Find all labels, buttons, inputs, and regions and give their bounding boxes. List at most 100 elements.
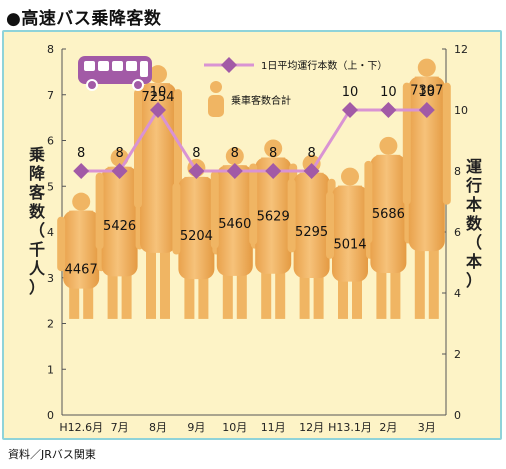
line-value-label: 8 <box>307 146 315 161</box>
legend-bar-body <box>208 95 224 117</box>
line-value-label: 10 <box>419 85 436 100</box>
right-axis-title: 運行本数（本） <box>465 157 483 290</box>
bus-icon <box>78 56 152 91</box>
bar-arm <box>174 89 182 208</box>
x-tick-label: 12月 <box>299 421 324 434</box>
bar-value-label: 4467 <box>65 263 98 278</box>
right-tick-label: 10 <box>454 104 468 117</box>
bar-arm <box>442 82 451 205</box>
left-tick-label: 3 <box>47 272 54 285</box>
series-line <box>81 107 427 173</box>
bar-value-label: 5295 <box>295 225 328 240</box>
bar-value-label: 7254 <box>141 90 174 105</box>
bar-arm <box>402 82 411 205</box>
left-tick-label: 5 <box>47 180 54 193</box>
line-value-label: 10 <box>380 85 397 100</box>
legend-line-label: 1日平均運行本数（上・下） <box>261 59 387 72</box>
bus-wheel <box>86 79 98 91</box>
legend-bar-swatch <box>208 81 224 117</box>
bus-window <box>112 61 123 71</box>
bar-arm <box>249 163 258 245</box>
line-point <box>380 102 397 118</box>
bar <box>402 58 451 319</box>
left-axis-title: 乗降客数（千人） <box>29 145 46 297</box>
bar-head <box>72 192 91 211</box>
bar-value-label: 7397 <box>410 84 443 99</box>
left-tick-label: 8 <box>47 43 54 56</box>
bus-window <box>98 61 109 71</box>
line-value-label: 8 <box>192 146 200 161</box>
right-tick-label: 8 <box>454 165 461 178</box>
line-value-label: 8 <box>115 146 123 161</box>
x-tick-label: 11月 <box>261 421 286 434</box>
bar-head <box>341 167 359 186</box>
bar-torso <box>178 176 215 280</box>
right-tick-label: 6 <box>454 226 461 239</box>
line-value-label: 10 <box>150 85 167 100</box>
bus-window <box>126 61 137 71</box>
x-tick-label: 2月 <box>379 421 397 434</box>
bar-arm <box>287 178 296 253</box>
line-point <box>150 102 166 118</box>
left-tick-label: 6 <box>47 135 54 148</box>
bar <box>95 148 144 319</box>
bar-head <box>417 58 436 77</box>
line-point <box>303 163 320 179</box>
bar-head <box>379 136 398 155</box>
bar-torso <box>293 172 330 278</box>
bar-head <box>149 65 167 84</box>
bar-value-label: 5460 <box>218 217 251 232</box>
x-tick-label: 10月 <box>222 421 247 434</box>
bar-torso <box>101 166 138 277</box>
bar-head <box>225 147 244 166</box>
left-tick-label: 0 <box>47 409 54 422</box>
line-point <box>111 163 128 179</box>
bar-head <box>264 139 283 158</box>
bar <box>364 136 413 319</box>
bar-arm <box>364 160 373 244</box>
bar-arm <box>57 216 66 272</box>
bar-torso <box>370 154 407 273</box>
x-tick-label: 8月 <box>149 421 167 434</box>
bar-value-label: 5204 <box>180 229 213 244</box>
chart-title: ●高速バス乗降客数 <box>6 9 162 29</box>
line-point <box>418 102 435 118</box>
bar-torso <box>63 210 100 289</box>
right-tick-label: 12 <box>454 43 468 56</box>
line-point <box>73 163 90 179</box>
bar-torso <box>255 157 292 274</box>
line-value-label: 10 <box>342 85 359 100</box>
right-tick-label: 2 <box>454 348 461 361</box>
bar-arm <box>210 171 219 249</box>
bar-arm <box>326 191 334 259</box>
line-point <box>265 163 282 179</box>
bar-torso <box>216 165 253 276</box>
bar-value-label: 5426 <box>103 219 136 234</box>
bar-torso <box>332 185 368 282</box>
bar-arm <box>134 89 142 208</box>
bus-door <box>140 61 148 77</box>
line-value-label: 8 <box>231 146 239 161</box>
x-tick-label: 9月 <box>187 421 205 434</box>
legend-bar-head <box>210 81 222 93</box>
right-tick-label: 4 <box>454 287 461 300</box>
bar-value-label: 5014 <box>333 238 366 253</box>
legend-bar-label: 乗車客数合計 <box>231 94 291 107</box>
x-tick-label: H13.1月 <box>328 421 372 434</box>
bar-arm <box>172 182 181 255</box>
line-value-label: 8 <box>269 146 277 161</box>
left-tick-label: 4 <box>47 226 54 239</box>
left-tick-label: 2 <box>47 318 54 331</box>
bar-torso <box>408 76 445 252</box>
x-tick-label: 3月 <box>418 421 436 434</box>
x-tick-label: H12.6月 <box>59 421 103 434</box>
bar-value-label: 5629 <box>257 209 290 224</box>
line-point <box>188 163 205 179</box>
source-note: 資料／JRバス関東 <box>8 448 96 461</box>
line-value-label: 8 <box>77 146 85 161</box>
bus-wheel <box>132 79 144 91</box>
chart-frame: 0 1 2 3 4 5 6 7 8 0 2 4 6 8 10 12 乗降客数（千人） 運行本数（本） H12.6月 7… <box>2 30 502 440</box>
bar-value-label: 5686 <box>372 207 405 222</box>
right-tick-label: 0 <box>454 409 461 422</box>
